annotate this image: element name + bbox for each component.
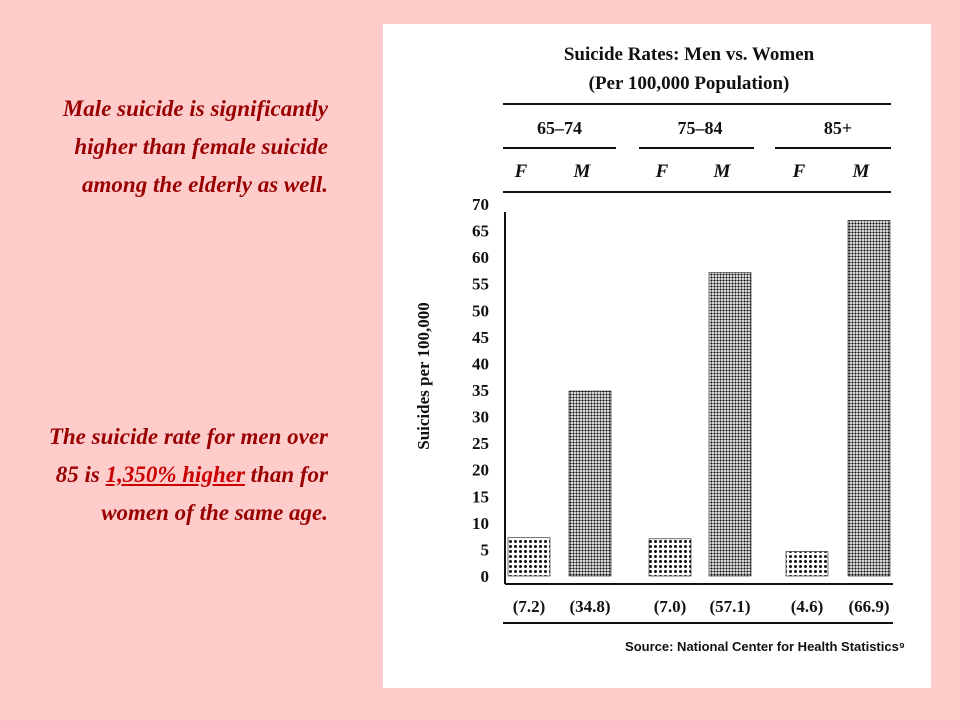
bar-male bbox=[847, 220, 891, 577]
bar-value-label: (34.8) bbox=[569, 597, 610, 616]
chart-title: Suicide Rates: Men vs. Women bbox=[564, 44, 815, 65]
sex-label: M bbox=[573, 161, 592, 182]
y-tick-label: 0 bbox=[481, 567, 490, 586]
value-labels: (7.2) (34.8) (7.0) (57.1) (4.6) (66.9) bbox=[513, 597, 890, 616]
y-tick-label: 50 bbox=[472, 301, 489, 320]
y-tick-label: 20 bbox=[472, 461, 489, 480]
group-label: 75–84 bbox=[678, 118, 723, 138]
sex-label: F bbox=[514, 161, 528, 182]
bar-value-label: (66.9) bbox=[848, 597, 889, 616]
slide-paragraph-2: The suicide rate for men over 85 is 1,35… bbox=[38, 418, 328, 532]
bar-female bbox=[648, 538, 692, 577]
y-tick-label: 40 bbox=[472, 354, 489, 373]
paragraph-2-emphasis: 1,350% higher bbox=[105, 462, 245, 487]
bar-value-label: (7.0) bbox=[654, 597, 687, 616]
slide-paragraph-1: Male suicide is significantly higher tha… bbox=[62, 96, 328, 197]
bar-male bbox=[568, 390, 612, 577]
y-tick-label: 45 bbox=[472, 328, 489, 347]
y-tick-label: 35 bbox=[472, 381, 489, 400]
chart-source: Source: National Center for Health Stati… bbox=[625, 639, 905, 654]
chart-panel: Suicide Rates: Men vs. Women (Per 100,00… bbox=[383, 24, 931, 688]
sex-label: F bbox=[655, 161, 669, 182]
bar-female bbox=[785, 551, 829, 577]
y-tick-label: 55 bbox=[472, 275, 489, 294]
bars bbox=[507, 220, 891, 577]
paragraph-2-before: The suicide rate for men over 85 is bbox=[48, 424, 328, 487]
sex-label: F bbox=[792, 161, 806, 182]
bar-value-label: (57.1) bbox=[709, 597, 750, 616]
bar-value-label: (7.2) bbox=[513, 597, 546, 616]
y-tick-label: 70 bbox=[472, 195, 489, 214]
chart-subtitle: (Per 100,000 Population) bbox=[589, 73, 790, 94]
group-label: 65–74 bbox=[537, 118, 582, 138]
bar-male bbox=[708, 272, 752, 577]
y-tick-label: 10 bbox=[472, 514, 489, 533]
group-labels: 65–74 75–84 85+ bbox=[537, 118, 852, 138]
bar-value-label: (4.6) bbox=[791, 597, 824, 616]
sex-label: M bbox=[852, 161, 871, 182]
y-tick-label: 5 bbox=[481, 540, 490, 559]
y-tick-label: 15 bbox=[472, 487, 489, 506]
y-tick-label: 30 bbox=[472, 408, 489, 427]
bar-female bbox=[507, 537, 551, 577]
y-tick-label: 60 bbox=[472, 248, 489, 267]
group-label: 85+ bbox=[824, 118, 852, 138]
suicide-rate-chart: Suicide Rates: Men vs. Women (Per 100,00… bbox=[414, 44, 905, 654]
y-tick-label: 65 bbox=[472, 222, 489, 241]
paragraph-2-after: than for women of the same age. bbox=[101, 462, 328, 525]
sex-label: M bbox=[713, 161, 732, 182]
y-axis-ticks: 0 5 10 15 20 25 30 35 40 45 50 55 60 65 70 bbox=[472, 195, 489, 586]
y-axis-label: Suicides per 100,000 bbox=[414, 302, 433, 450]
y-tick-label: 25 bbox=[472, 434, 489, 453]
